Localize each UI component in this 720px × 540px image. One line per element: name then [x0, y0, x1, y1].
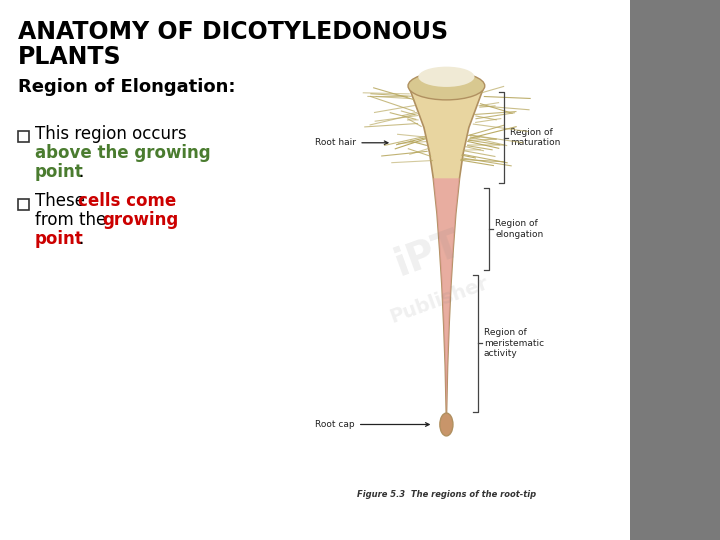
Text: .: .: [78, 163, 84, 181]
Text: .: .: [78, 230, 84, 248]
Text: iPT: iPT: [389, 225, 467, 284]
Text: Publisher: Publisher: [387, 273, 491, 327]
Text: from the: from the: [35, 211, 112, 229]
Text: above the growing: above the growing: [35, 144, 211, 162]
Bar: [630, 0, 720, 540]
Text: Region of Elongation:: Region of Elongation:: [18, 78, 235, 96]
Text: These: These: [35, 192, 90, 210]
Polygon shape: [409, 87, 484, 417]
Text: Region of
elongation: Region of elongation: [495, 219, 544, 239]
Text: Region of
maturation: Region of maturation: [510, 128, 560, 147]
Polygon shape: [433, 178, 459, 417]
Text: point: point: [35, 163, 84, 181]
Text: point: point: [35, 230, 84, 248]
Text: cells come: cells come: [78, 192, 176, 210]
Text: ANATOMY OF DICOTYLEDONOUS: ANATOMY OF DICOTYLEDONOUS: [18, 20, 448, 44]
Text: Root cap: Root cap: [315, 420, 429, 429]
Text: PLANTS: PLANTS: [18, 45, 122, 69]
Bar: [18, 199, 29, 210]
Bar: [18, 131, 29, 142]
Text: Figure 5.3  The regions of the root-tip: Figure 5.3 The regions of the root-tip: [357, 490, 536, 500]
Ellipse shape: [440, 413, 453, 436]
Text: Root hair: Root hair: [315, 138, 388, 147]
Text: This region occurs: This region occurs: [35, 125, 186, 143]
Ellipse shape: [408, 72, 485, 100]
Text: growing: growing: [102, 211, 179, 229]
Text: Region of
meristematic
activity: Region of meristematic activity: [484, 328, 544, 358]
Ellipse shape: [418, 66, 474, 87]
